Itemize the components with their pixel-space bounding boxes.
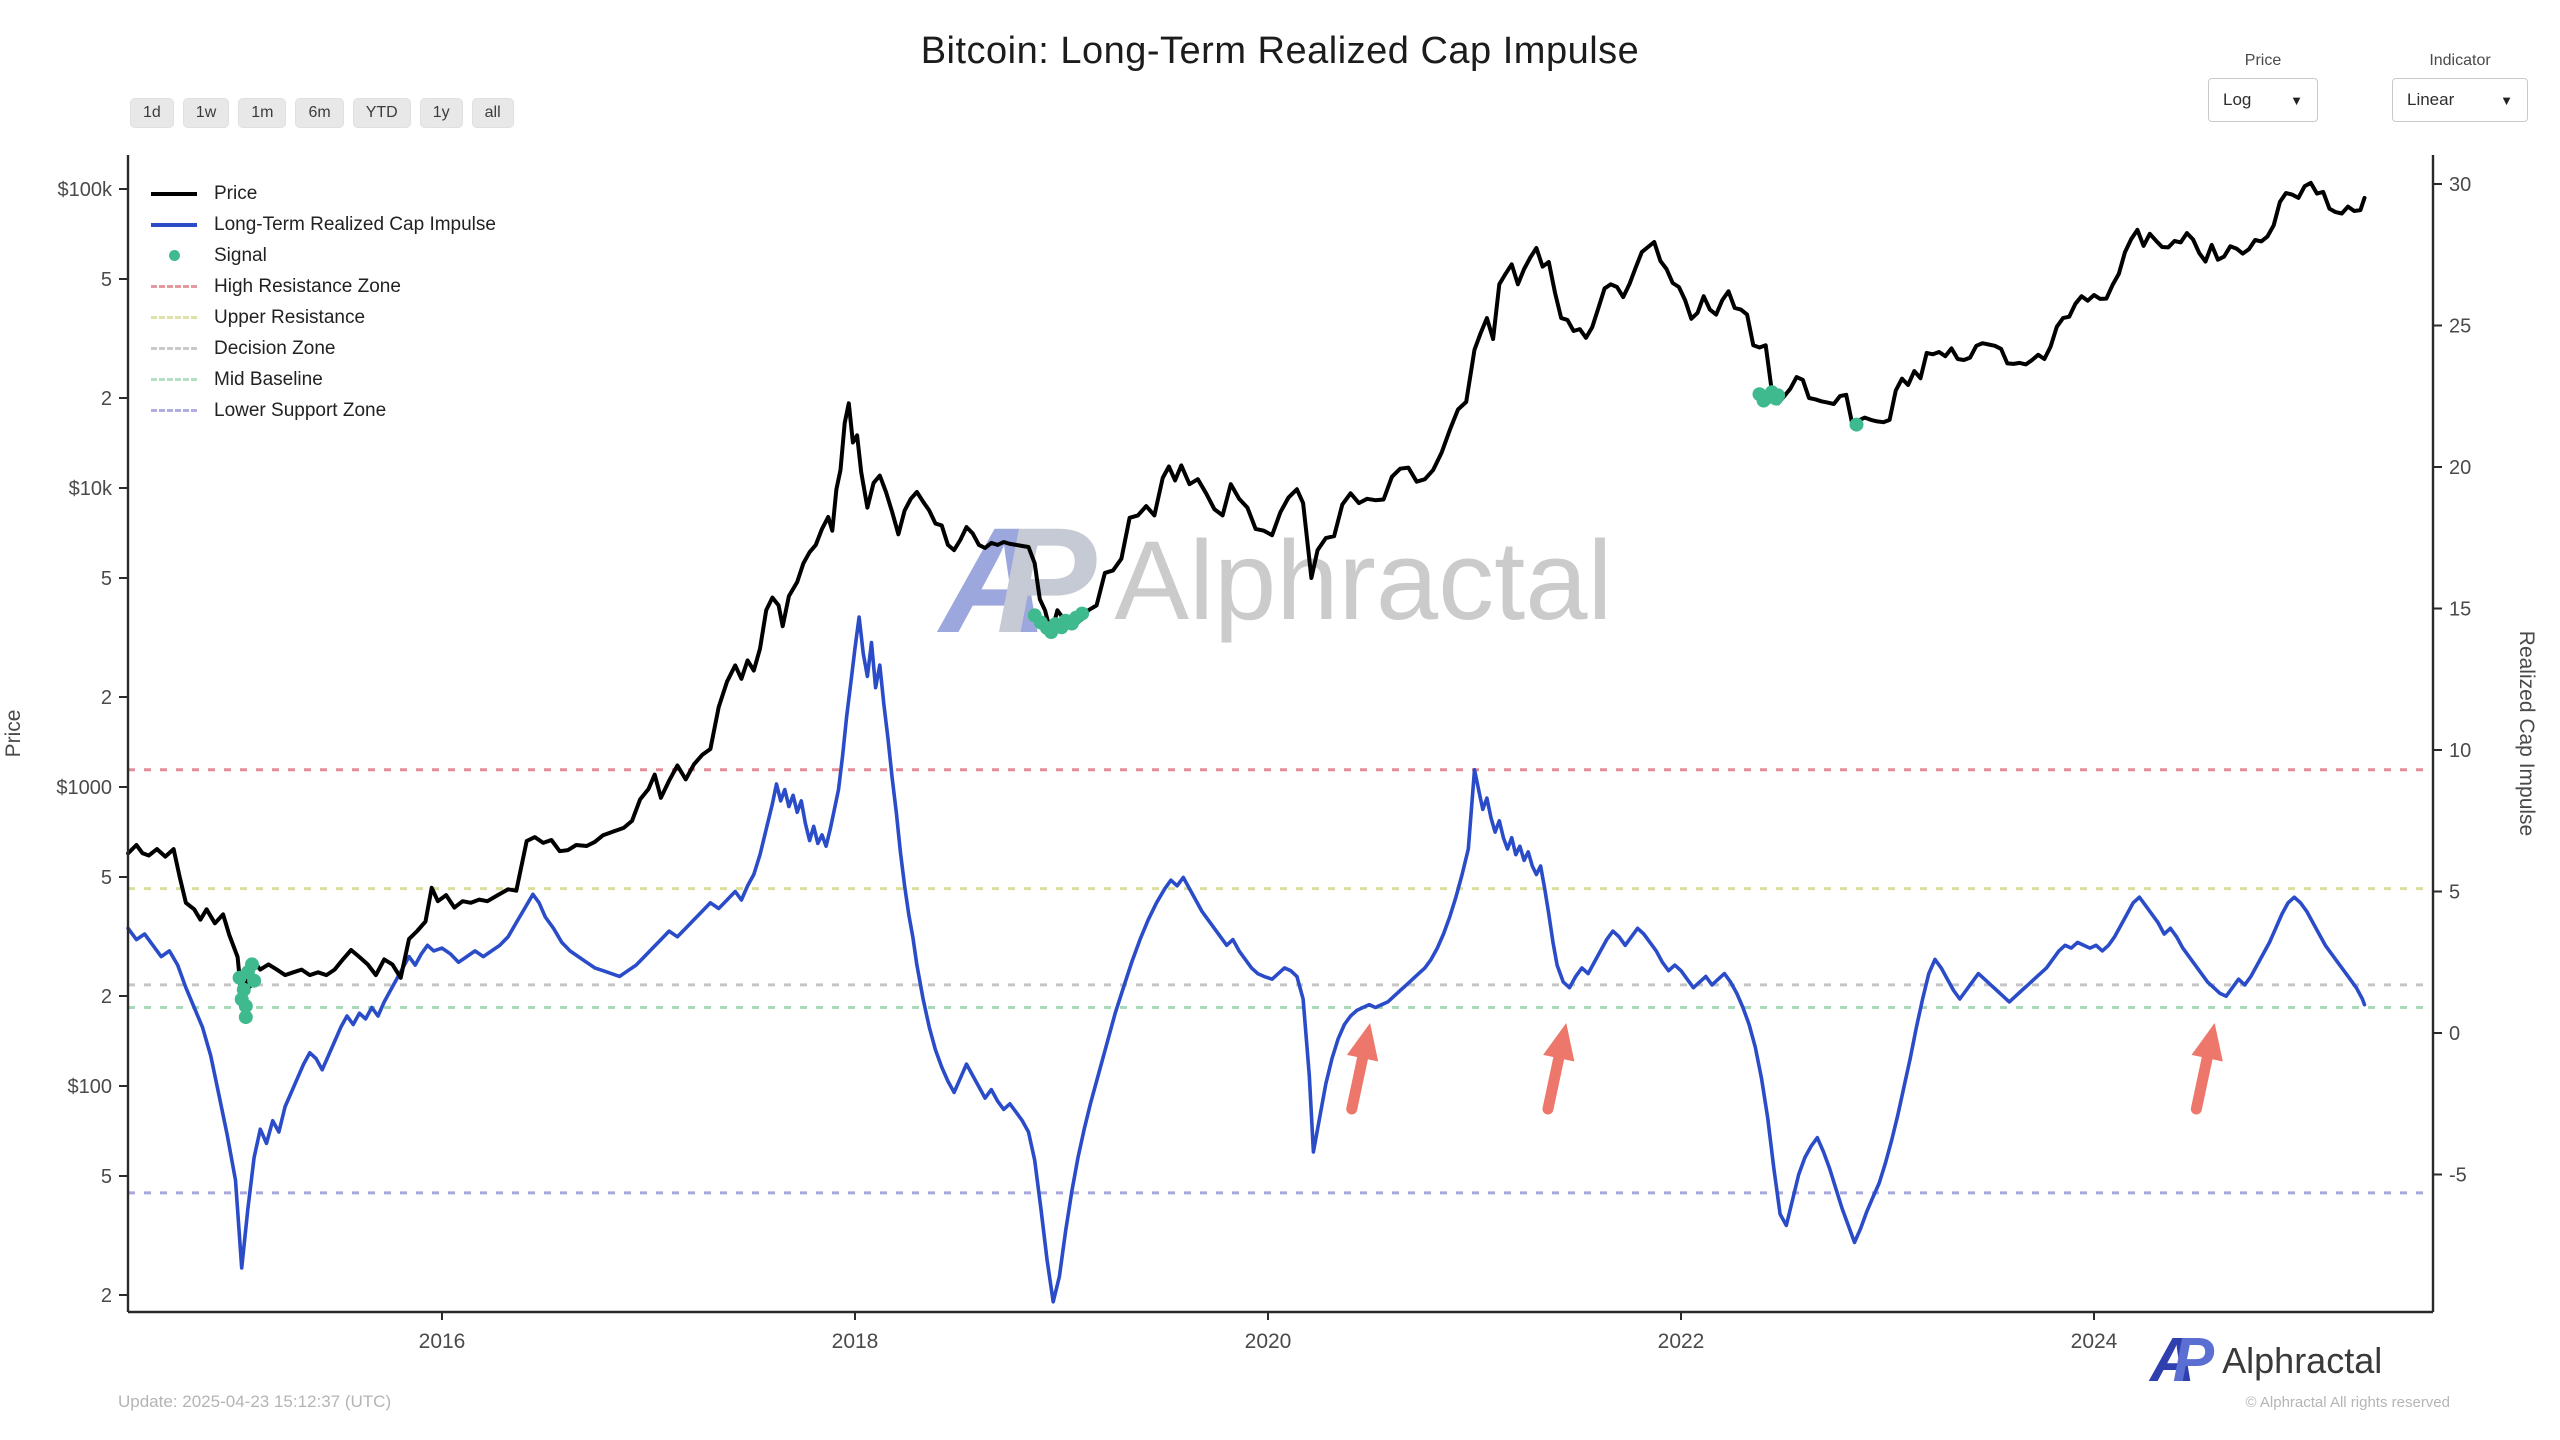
signal-dot (245, 957, 259, 972)
y-axis-tick-label: $100k (58, 179, 113, 201)
range-button-1w[interactable]: 1w (182, 98, 230, 128)
legend-item[interactable]: Lower Support Zone (150, 395, 496, 426)
indicator-scale-value: Linear (2407, 90, 2455, 109)
range-button-group: 1d 1w 1m 6m YTD 1y all (130, 98, 514, 128)
legend-marker-icon (150, 222, 198, 227)
signal-dot (238, 999, 253, 1014)
legend-item[interactable]: Signal (150, 240, 496, 271)
brand-footer: AP Alphractal © Alphractal All rights re… (2150, 1326, 2450, 1412)
legend-marker-icon (150, 285, 198, 288)
y-axis-tick-label: 5 (2449, 882, 2460, 904)
signal-dot (236, 982, 251, 997)
range-button-1y[interactable]: 1y (419, 98, 463, 128)
legend-marker-icon (150, 250, 198, 261)
y-axis-tick-label: 2 (101, 986, 112, 1008)
chart-legend: Price Long-Term Realized Cap Impulse Signa… (150, 178, 496, 426)
legend-item[interactable]: Upper Resistance (150, 302, 496, 333)
y-axis-tick-label: -5 (2449, 1165, 2467, 1187)
copyright-text: © Alphractal All rights reserved (2245, 1394, 2450, 1411)
brand-name: Alphractal (2222, 1340, 2383, 1381)
signal-dot (1075, 606, 1090, 621)
range-button-6m[interactable]: 6m (295, 98, 344, 128)
indicator-scale-select[interactable]: Linear ▼ (2392, 78, 2528, 122)
indicator-scale-dropdown-group: Indicator Linear ▼ (2392, 52, 2528, 122)
legend-item[interactable]: Price (150, 178, 496, 209)
legend-marker-icon (150, 409, 198, 412)
up-arrow-icon (1346, 1022, 1379, 1115)
y-axis-tick-label: 30 (2449, 174, 2471, 196)
alphractal-logo-icon: AP (940, 496, 1097, 664)
up-arrow-icon (2190, 1022, 2223, 1115)
indicator-dropdown-label: Indicator (2429, 52, 2491, 69)
left-axis-title: Price (2, 710, 25, 758)
price-dropdown-label: Price (2244, 52, 2282, 69)
chevron-down-icon: ▼ (2500, 92, 2513, 108)
x-axis-tick-label: 2018 (832, 1330, 879, 1353)
range-button-1d[interactable]: 1d (130, 98, 174, 128)
y-axis-tick-label: 2 (101, 388, 112, 410)
update-timestamp: Update: 2025-04-23 15:12:37 (UTC) (118, 1392, 392, 1411)
legend-label: Signal (214, 244, 267, 266)
signal-dot (238, 1010, 253, 1025)
legend-item[interactable]: Long-Term Realized Cap Impulse (150, 209, 496, 240)
impulse-line (126, 615, 2367, 1304)
y-axis-tick-label: 10 (2449, 740, 2471, 762)
signal-dot (1849, 417, 1864, 432)
legend-label: Decision Zone (214, 337, 336, 359)
price-scale-select[interactable]: Log ▼ (2208, 78, 2318, 122)
range-button-1m[interactable]: 1m (238, 98, 287, 128)
price-scale-dropdown-group: Price Log ▼ (2208, 52, 2318, 122)
legend-label: High Resistance Zone (214, 275, 401, 297)
legend-marker-icon (150, 347, 198, 350)
y-axis-tick-label: $1000 (56, 777, 112, 799)
watermark-text: Alphractal (1114, 517, 1613, 643)
chevron-down-icon: ▼ (2290, 92, 2303, 108)
signal-dot (1771, 388, 1786, 403)
legend-item[interactable]: Decision Zone (150, 333, 496, 364)
legend-label: Price (214, 182, 258, 204)
range-button-all[interactable]: all (471, 98, 514, 128)
legend-item[interactable]: Mid Baseline (150, 364, 496, 395)
legend-label: Long-Term Realized Cap Impulse (214, 213, 496, 235)
legend-marker-icon (150, 378, 198, 381)
y-axis-tick-label: 15 (2449, 599, 2471, 621)
y-axis-tick-label: $100 (68, 1076, 113, 1098)
y-axis-tick-label: 5 (101, 269, 112, 291)
y-axis-tick-label: 0 (2449, 1023, 2460, 1045)
legend-marker-icon (150, 191, 198, 196)
x-axis-tick-label: 2022 (1658, 1330, 1705, 1353)
alphractal-logo-icon: AP (2150, 1326, 2215, 1395)
y-axis-tick-label: 20 (2449, 457, 2471, 479)
y-axis-tick-label: 5 (101, 867, 112, 889)
y-axis-tick-label: 2 (101, 687, 112, 709)
y-axis-tick-label: 5 (101, 1166, 112, 1188)
legend-label: Lower Support Zone (214, 399, 387, 421)
price-line (126, 180, 2367, 1012)
y-axis-tick-label: $10k (69, 478, 113, 500)
y-axis-tick-label: 5 (101, 568, 112, 590)
price-scale-value: Log (2223, 90, 2252, 109)
right-axis-title: Realized Cap Impulse (2515, 631, 2538, 836)
up-arrow-icon (1542, 1022, 1575, 1115)
legend-label: Mid Baseline (214, 368, 323, 390)
alphractal-watermark: AP Alphractal (940, 505, 1612, 655)
legend-item[interactable]: High Resistance Zone (150, 271, 496, 302)
legend-label: Upper Resistance (214, 306, 366, 328)
x-axis-tick-label: 2024 (2071, 1330, 2118, 1353)
legend-marker-icon (150, 316, 198, 319)
x-axis-tick-label: 2020 (1245, 1330, 1292, 1353)
y-axis-tick-label: 2 (101, 1285, 112, 1307)
y-axis-tick-label: 25 (2449, 316, 2471, 338)
range-button-ytd[interactable]: YTD (352, 98, 411, 128)
page-title: Bitcoin: Long-Term Realized Cap Impulse (920, 30, 1640, 72)
signal-dot (247, 973, 262, 988)
x-axis-tick-label: 2016 (419, 1330, 466, 1353)
